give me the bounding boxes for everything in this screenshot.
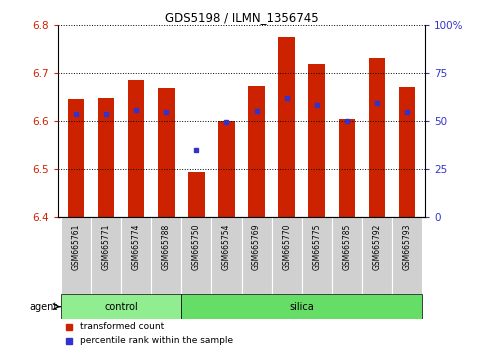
Bar (68, 99, 85, 217)
Text: GSM665774: GSM665774 (132, 223, 141, 270)
Text: GSM665771: GSM665771 (101, 223, 111, 270)
Bar (398, 87, 415, 217)
Text: GSM665770: GSM665770 (282, 223, 291, 270)
Text: GSM665792: GSM665792 (372, 223, 382, 270)
Text: GSM665761: GSM665761 (71, 223, 81, 270)
Text: agent: agent (29, 302, 57, 312)
Bar (369, 57, 385, 217)
Text: GSM665750: GSM665750 (192, 223, 201, 270)
Text: GSM665775: GSM665775 (312, 223, 321, 270)
Bar (181, 295, 422, 319)
Text: transformed count: transformed count (80, 322, 164, 331)
Bar (271, 217, 302, 295)
Bar (302, 217, 332, 295)
Bar (181, 217, 212, 295)
Bar (61, 295, 181, 319)
Text: silica: silica (289, 302, 314, 312)
Bar (188, 172, 205, 217)
Bar (121, 217, 151, 295)
Text: GSM665769: GSM665769 (252, 223, 261, 270)
Text: control: control (104, 302, 138, 312)
Bar (362, 217, 392, 295)
Bar (242, 217, 271, 295)
Text: GSM665785: GSM665785 (342, 223, 351, 270)
Text: GSM665754: GSM665754 (222, 223, 231, 270)
Bar (339, 119, 355, 217)
Bar (278, 37, 295, 217)
Bar (392, 217, 422, 295)
Bar (98, 98, 114, 217)
Bar (212, 217, 242, 295)
Bar (128, 80, 144, 217)
Bar (61, 217, 91, 295)
Bar (158, 88, 174, 217)
Bar (248, 86, 265, 217)
Bar (91, 217, 121, 295)
Title: GDS5198 / ILMN_1356745: GDS5198 / ILMN_1356745 (165, 11, 318, 24)
Bar (332, 217, 362, 295)
Text: percentile rank within the sample: percentile rank within the sample (80, 336, 233, 345)
Bar (151, 217, 181, 295)
Bar (309, 64, 325, 217)
Bar (218, 121, 235, 217)
Text: GSM665793: GSM665793 (402, 223, 412, 270)
Text: GSM665788: GSM665788 (162, 223, 171, 270)
